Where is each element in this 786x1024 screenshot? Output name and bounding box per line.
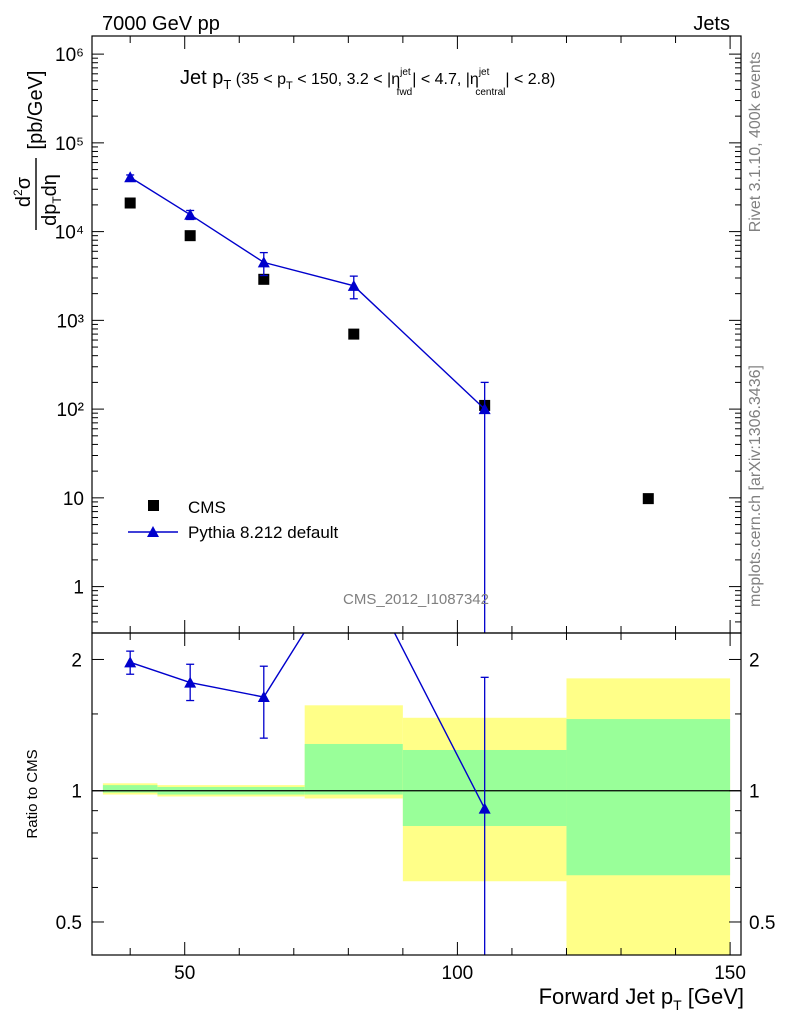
ratio-band-inner	[304, 743, 403, 795]
mc-point	[478, 403, 491, 415]
main-data	[124, 171, 654, 633]
legend: CMS Pythia 8.212 default	[128, 498, 339, 542]
ratio-ytick-label-left: 2	[71, 650, 82, 671]
cms-point	[124, 197, 136, 209]
cms-point	[184, 230, 196, 242]
legend-mc-marker	[147, 526, 159, 537]
ratio-mc-point	[124, 656, 137, 668]
main-ytick-label: 10⁵	[55, 134, 84, 155]
main-ylabel: d2σ dpTdη [pb/GeV]	[11, 71, 64, 230]
main-ytick-label: 10	[63, 489, 84, 510]
analysis-id: CMS_2012_I1087342	[343, 591, 489, 608]
ratio-ytick-label-right: 1	[749, 782, 760, 803]
svg-text:[pb/GeV]: [pb/GeV]	[25, 71, 47, 150]
ratio-data	[92, 633, 741, 955]
legend-cms-label: CMS	[188, 498, 226, 517]
cms-point	[258, 273, 270, 285]
legend-cms-marker	[148, 500, 159, 511]
main-ytick-label: 10⁶	[55, 45, 84, 66]
header-left: 7000 GeV pp	[102, 13, 220, 35]
header-right: Jets	[693, 13, 730, 35]
mcplots-label: mcplots.cern.ch [arXiv:1306.3436]	[747, 365, 764, 607]
mc-line	[129, 176, 486, 410]
legend-mc-label: Pythia 8.212 default	[188, 523, 339, 542]
ratio-ytick-label-left: 0.5	[56, 913, 82, 934]
ratio-mc-point	[478, 802, 491, 814]
chart-title: Jet pT (35 < pT < 150, 3.2 < |ηjet fwd| <…	[180, 67, 555, 98]
ratio-xtick-label: 150	[714, 963, 746, 984]
main-ytick-label: 10³	[57, 311, 84, 332]
main-ytick-label: 10⁴	[55, 223, 84, 244]
ratio-ytick-label-right: 0.5	[749, 913, 775, 934]
main-ytick-label: 10²	[57, 400, 84, 421]
ratio-mc-point	[257, 691, 270, 703]
ratio-xtick-label: 100	[442, 963, 474, 984]
ratio-mc-point	[184, 676, 197, 688]
svg-text:d2σ: d2σ	[11, 176, 35, 207]
cms-point	[348, 328, 360, 340]
main-panel: 1 10 10² 10³ 10⁴ 10⁵ 10⁶	[55, 36, 741, 634]
ratio-ytick-label-right: 2	[749, 650, 760, 671]
ratio-xtick-label: 50	[174, 963, 195, 984]
main-frame	[91, 35, 742, 634]
ratio-band-inner	[102, 785, 158, 793]
mc-point	[124, 171, 137, 183]
mc-point	[347, 279, 360, 291]
ratio-ytick-label-left: 1	[71, 782, 82, 803]
svg-text:dpTdη: dpTdη	[39, 174, 64, 226]
rivet-label: Rivet 3.1.10, 400k events	[747, 52, 764, 233]
cms-point	[642, 493, 654, 505]
ratio-ylabel: Ratio to CMS	[24, 749, 41, 838]
mc-point	[257, 256, 270, 268]
ratio-frame	[91, 632, 742, 956]
ratio-band-inner	[566, 719, 731, 876]
ratio-panel: 50 100 150 0.5 0.5 1 1 2 2	[56, 633, 775, 984]
main-ytick-label: 1	[73, 578, 84, 599]
x-axis-label: Forward Jet pT [GeV]	[539, 984, 744, 1013]
mc-point	[184, 208, 197, 220]
